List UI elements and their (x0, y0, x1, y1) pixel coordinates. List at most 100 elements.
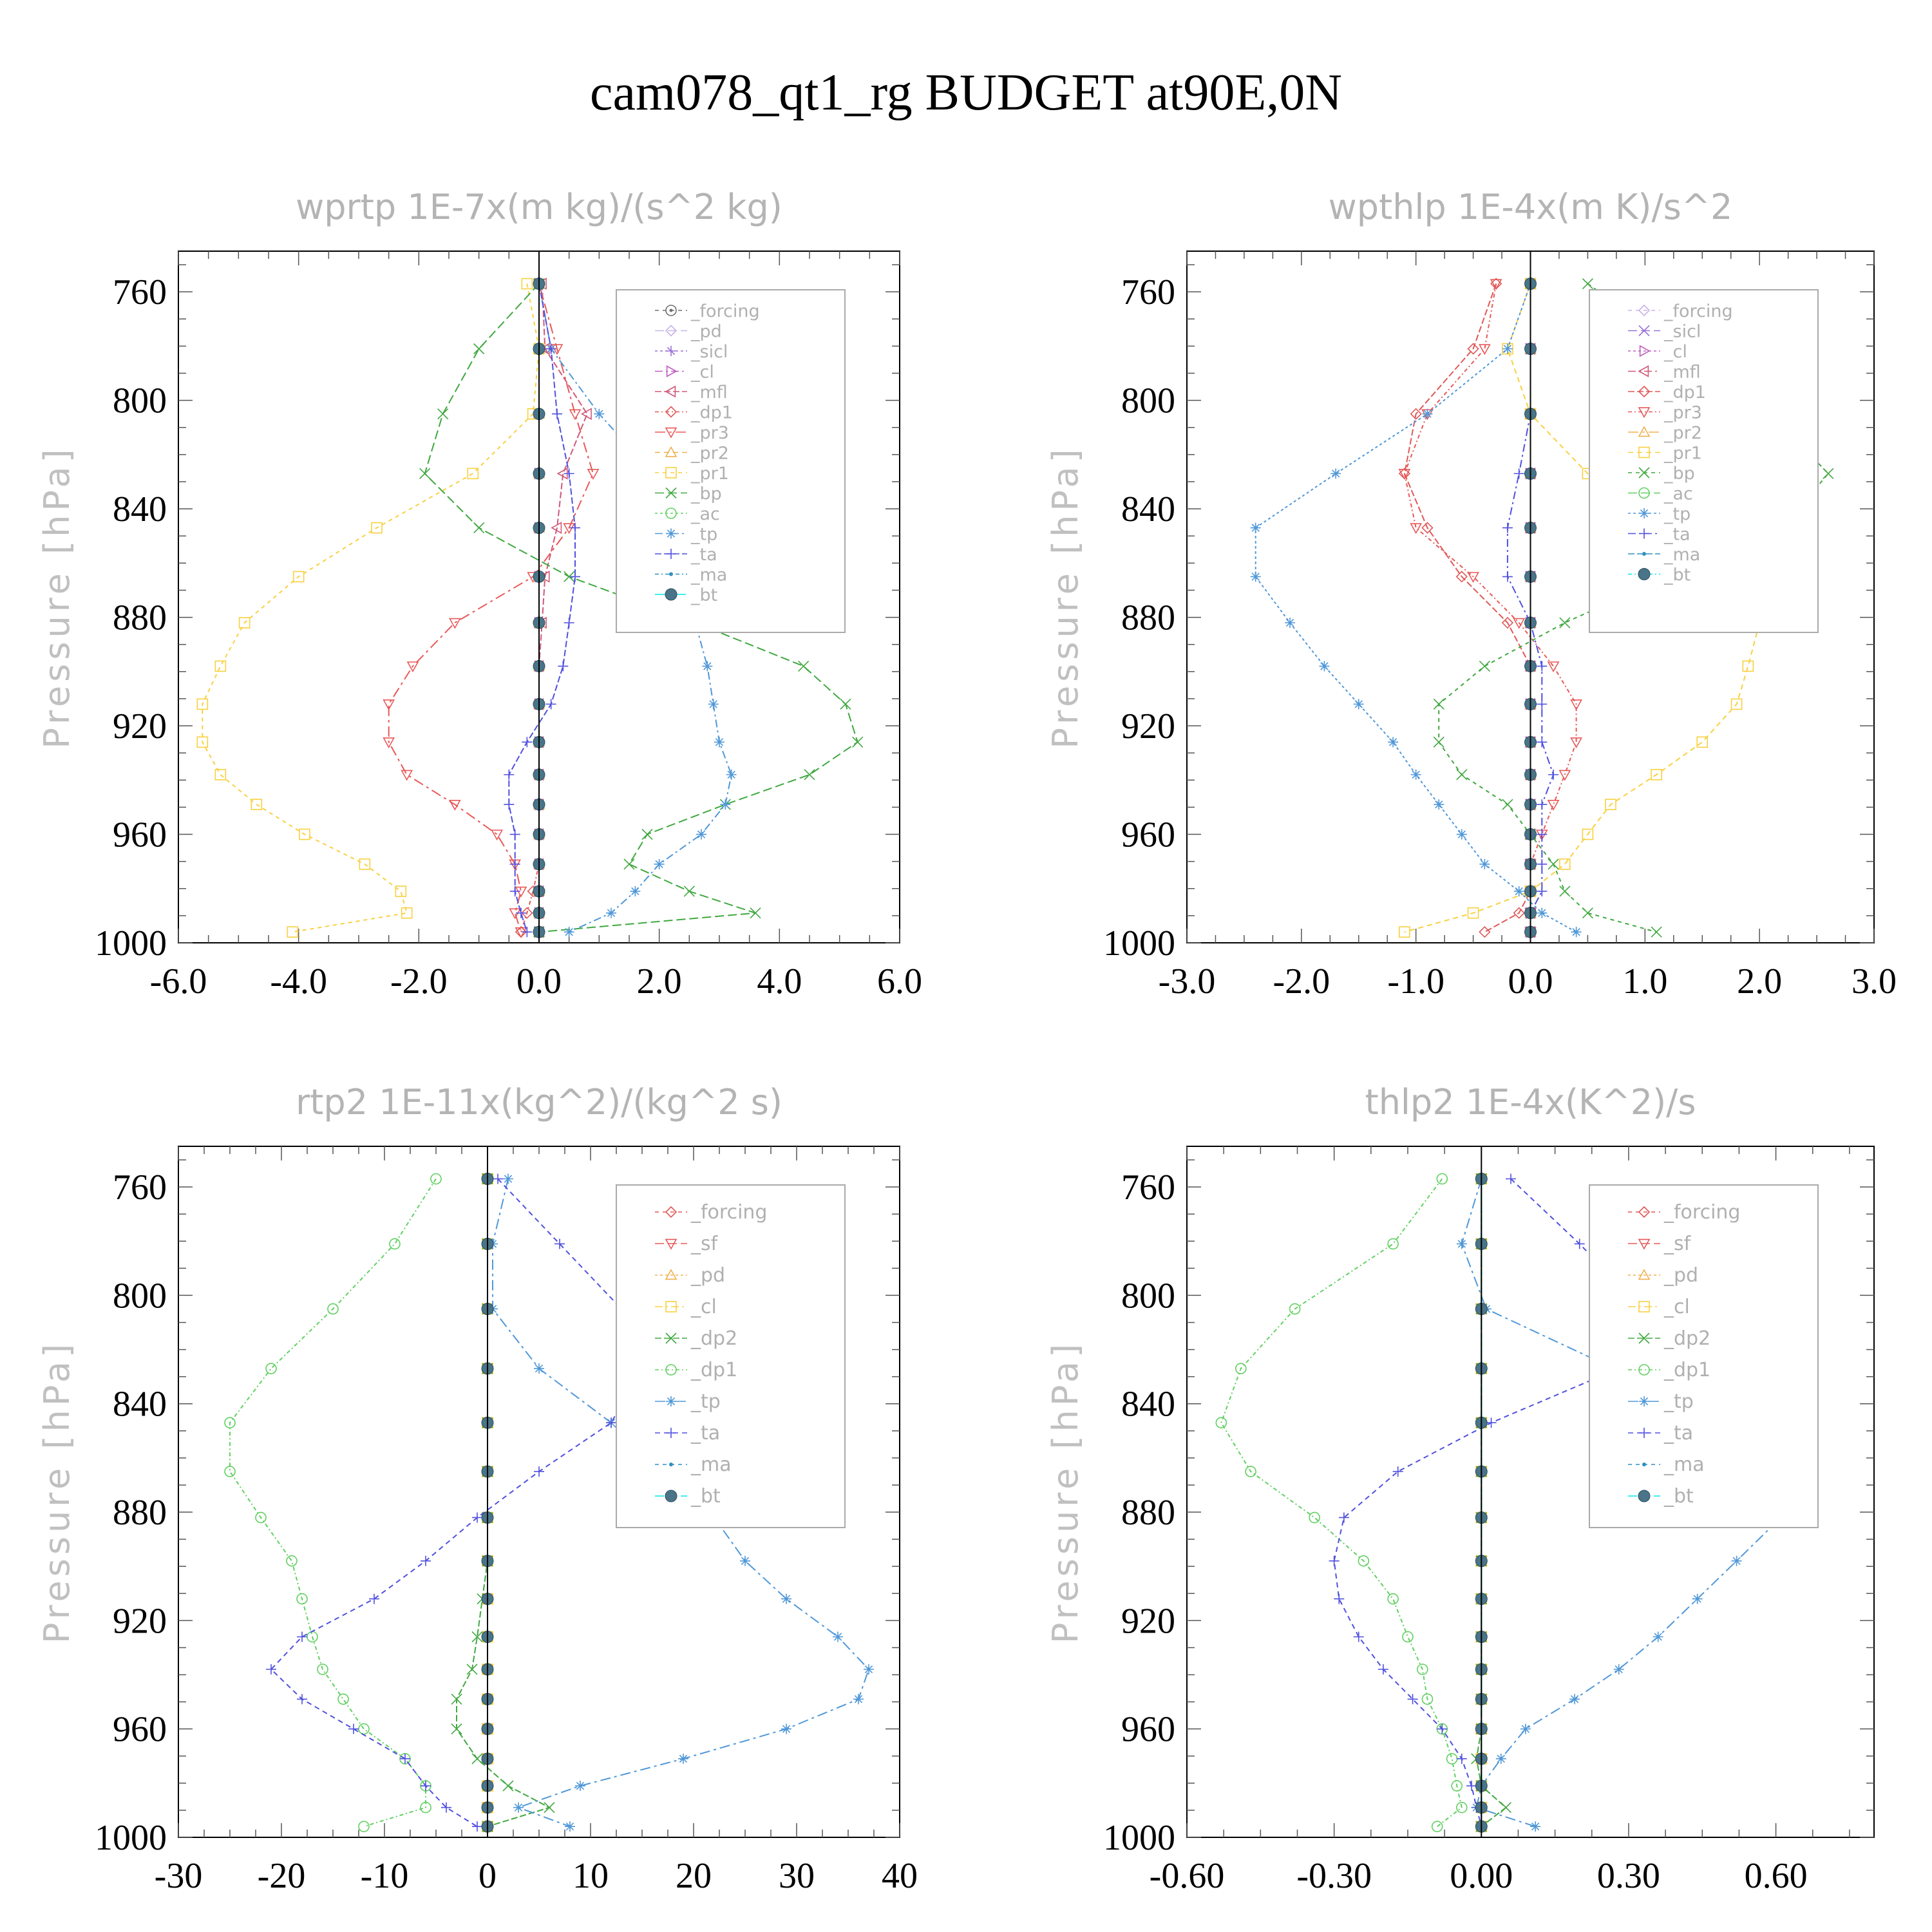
legend-box (1589, 289, 1819, 633)
legend-label: _ta (690, 1422, 720, 1444)
point_pr1 (292, 571, 305, 583)
legend-label: _forcing (1663, 1201, 1740, 1224)
point_pr1 (299, 828, 310, 840)
legend-marker_dp2 (665, 1332, 677, 1344)
legend-label: _cl (690, 363, 714, 383)
point_pr1 (467, 468, 479, 480)
legend-label: _tp (690, 525, 717, 545)
legend-label: _bt (1663, 565, 1690, 585)
point_tp (575, 1781, 585, 1792)
point_dp1 (521, 907, 533, 919)
legend-label: _ma (690, 1454, 732, 1476)
point_bp (419, 468, 431, 479)
point_pr1 (359, 858, 371, 870)
point_ta (1466, 1781, 1477, 1792)
point_ta (570, 522, 580, 533)
y-tick-label: 960 (1121, 815, 1175, 855)
point_tp (1731, 1555, 1742, 1566)
legend-marker_ma (669, 1463, 673, 1466)
point_dp1 (1358, 1555, 1370, 1567)
y-tick-label: 880 (113, 1493, 167, 1533)
point_dp1 (1513, 907, 1525, 919)
legend-label: _cl (690, 1296, 717, 1318)
legend-label: _pd (690, 322, 722, 342)
point_pr3 (448, 800, 461, 811)
point_ta (1537, 829, 1548, 840)
point_pr3 (1467, 572, 1479, 583)
point_ta (1378, 1664, 1388, 1675)
legend-label: _dp1 (690, 1359, 737, 1381)
point_bp (1479, 660, 1490, 672)
x-tick-label: -30 (155, 1856, 203, 1896)
point_ta (421, 1781, 431, 1792)
y-tick-label: 840 (1121, 489, 1175, 529)
figure-title: cam078_qt1_rg BUDGET at90E,0N (590, 64, 1342, 121)
x-tick-label: 3.0 (1852, 961, 1897, 1001)
point_ta (1537, 799, 1548, 810)
legend-label: _pd (1663, 1264, 1698, 1287)
x-tick-label: -3.0 (1159, 961, 1216, 1001)
point_dp1 (1387, 1238, 1399, 1250)
point_ta (1456, 1753, 1467, 1764)
legend-label: _dp1 (690, 403, 733, 423)
point_bp (473, 522, 485, 534)
legend-marker_ta (666, 549, 676, 559)
point_dp1 (1387, 1593, 1399, 1605)
legend-marker_bt (1638, 568, 1651, 580)
point_dp1 (430, 1173, 442, 1185)
point_dp1 (1421, 1693, 1434, 1705)
point_dp2 (502, 1780, 514, 1792)
point_dp1 (1309, 1511, 1320, 1524)
point_dp1 (1417, 1663, 1428, 1675)
point_pr1 (395, 886, 407, 897)
point_ta (348, 1723, 359, 1734)
point_ta (554, 1238, 565, 1249)
point_bp (1433, 736, 1444, 748)
point_dp1 (358, 1821, 370, 1832)
point_tp (1571, 927, 1582, 938)
point_ta (545, 343, 556, 354)
point_bp (623, 858, 635, 870)
point_tp (1388, 737, 1399, 748)
legend-marker_sicl (1638, 325, 1650, 337)
legend-label: _ta (690, 545, 717, 565)
point_pr1 (1399, 926, 1410, 938)
y-tick-label: 960 (113, 815, 167, 855)
point_tp (1530, 1821, 1541, 1832)
legend-label: _ac (690, 504, 720, 524)
series-line_pr3 (388, 283, 594, 933)
legend-label: _pr1 (690, 464, 729, 484)
point_ta (522, 927, 533, 938)
legend-label: _dp2 (690, 1327, 737, 1350)
point_dp1 (255, 1511, 267, 1524)
point_ta (297, 1694, 307, 1705)
point_ta (558, 661, 569, 672)
point_tp (1513, 886, 1524, 896)
legend-marker_sf (1638, 1238, 1651, 1250)
point_dp1 (1455, 571, 1468, 583)
point_ta (441, 1802, 451, 1813)
point_ta (266, 1664, 276, 1675)
legend-marker_forcing (665, 305, 677, 316)
point_tp (1495, 1753, 1506, 1764)
point_pr3 (1398, 469, 1411, 480)
legend-label: _mfl (690, 383, 728, 402)
legend-marker_pd (665, 325, 677, 337)
point_pr3 (1547, 661, 1560, 673)
point_pr1 (1651, 769, 1662, 781)
point_dp2 (451, 1723, 462, 1735)
point_ta (1353, 1631, 1364, 1642)
legend-marker_sf (665, 1238, 677, 1250)
point_tp (1537, 907, 1548, 918)
point_dp1 (1479, 926, 1491, 938)
point_dp1 (1456, 1801, 1468, 1814)
legend-marker_forcing (1638, 304, 1651, 317)
point_dp1 (327, 1303, 339, 1315)
point_ta (1486, 1417, 1497, 1428)
legend-marker_pr3 (665, 427, 677, 439)
legend-box (616, 1184, 846, 1528)
legend-marker_bp (665, 487, 677, 499)
legend-label: _forcing (690, 1201, 767, 1224)
point_ta (1537, 699, 1548, 710)
point_dp1 (265, 1363, 277, 1374)
